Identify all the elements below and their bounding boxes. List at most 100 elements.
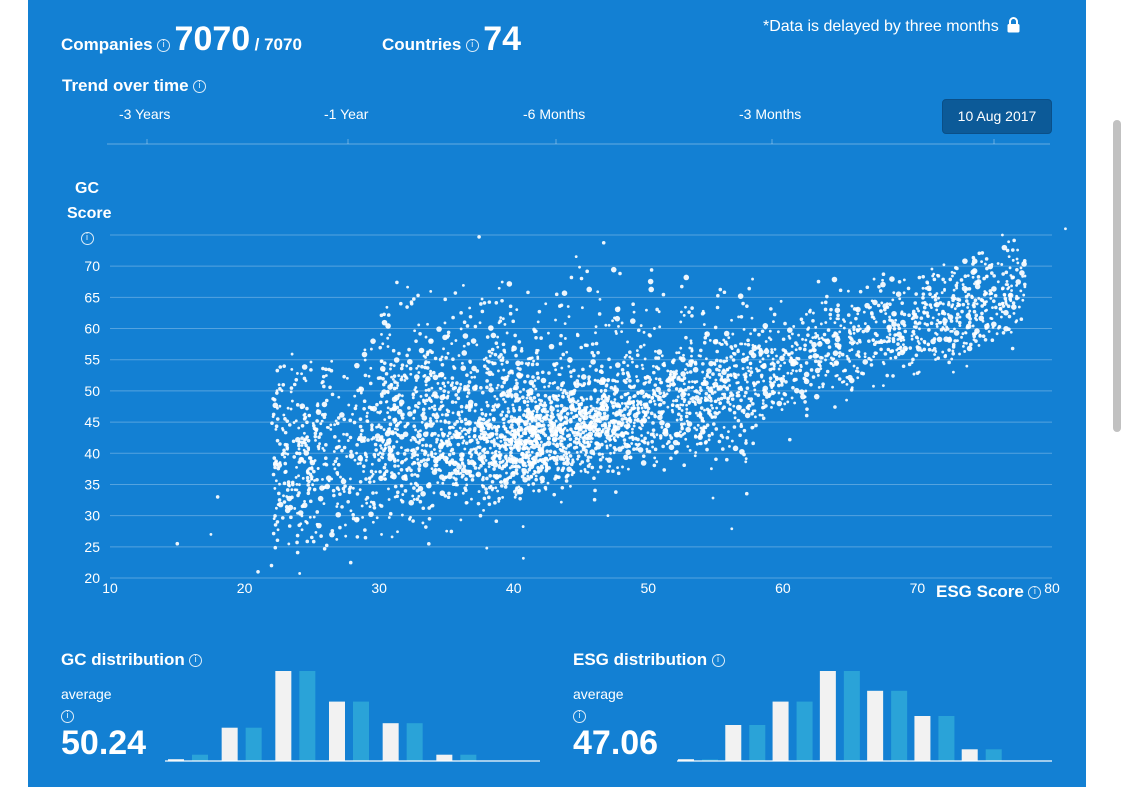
scatter-point bbox=[526, 400, 530, 404]
scatter-point bbox=[579, 396, 583, 400]
scatter-point bbox=[275, 520, 280, 524]
scatter-point bbox=[280, 389, 284, 393]
esg-average-info-icon[interactable]: i bbox=[573, 710, 586, 724]
distribution-bar[interactable] bbox=[891, 690, 908, 761]
distribution-bar[interactable] bbox=[725, 725, 742, 761]
distribution-bar[interactable] bbox=[299, 671, 316, 761]
scatter-point bbox=[536, 433, 540, 437]
distribution-bar[interactable] bbox=[275, 671, 292, 761]
scatter-point bbox=[631, 400, 636, 405]
tab-6-months[interactable]: -6 Months bbox=[523, 106, 586, 122]
scatter-point bbox=[512, 345, 515, 349]
scatter-point bbox=[974, 316, 977, 320]
scatter-point bbox=[873, 331, 878, 336]
scatter-point bbox=[521, 525, 525, 528]
distribution-bar[interactable] bbox=[168, 759, 184, 761]
scatter-point bbox=[739, 398, 743, 403]
scatter-point bbox=[682, 382, 686, 386]
scatter-point bbox=[712, 422, 716, 426]
scatter-point bbox=[587, 431, 594, 438]
scatter-point bbox=[513, 392, 519, 399]
scatter-point bbox=[417, 323, 421, 327]
scatter-point bbox=[546, 410, 550, 414]
scatter-point bbox=[487, 465, 491, 469]
distribution-bar[interactable] bbox=[678, 759, 694, 761]
scatter-point bbox=[680, 284, 684, 289]
distribution-bar[interactable] bbox=[353, 701, 369, 761]
scatter-point bbox=[384, 400, 388, 404]
esg-distribution-info-icon[interactable]: i bbox=[711, 654, 725, 668]
y-axis-info-icon[interactable]: i bbox=[80, 232, 94, 246]
scatter-point bbox=[563, 450, 568, 455]
scatter-point bbox=[623, 454, 629, 461]
distribution-bar[interactable] bbox=[245, 727, 262, 761]
distribution-bar[interactable] bbox=[938, 716, 955, 761]
scatter-point bbox=[292, 455, 297, 459]
scatter-point bbox=[295, 488, 299, 492]
scatter-point bbox=[421, 444, 425, 447]
scatter-point bbox=[548, 449, 553, 454]
scatter-point bbox=[603, 414, 609, 421]
distribution-bar[interactable] bbox=[819, 671, 836, 761]
scatter-point bbox=[689, 363, 693, 368]
scatter-point bbox=[955, 286, 959, 290]
scatter-point bbox=[628, 395, 632, 400]
scatter-point bbox=[467, 451, 472, 455]
scatter-point bbox=[676, 412, 681, 417]
tab-current-date[interactable]: 10 Aug 2017 bbox=[942, 99, 1052, 134]
scatter-point bbox=[779, 355, 785, 362]
scatter-point bbox=[505, 360, 509, 364]
gc-average-info-icon[interactable]: i bbox=[61, 710, 74, 724]
scatter-point bbox=[348, 435, 353, 440]
distribution-bar[interactable] bbox=[192, 754, 208, 761]
trend-info-icon[interactable]: i bbox=[193, 80, 207, 94]
scatter-point bbox=[423, 374, 427, 377]
scatter-point bbox=[409, 301, 414, 306]
scatter-point bbox=[725, 367, 730, 372]
scatter-point bbox=[631, 302, 635, 306]
distribution-bar[interactable] bbox=[796, 701, 813, 761]
scatter-point bbox=[580, 306, 584, 310]
distribution-bar[interactable] bbox=[961, 749, 978, 761]
distribution-bar[interactable] bbox=[221, 727, 238, 761]
scatter-point bbox=[849, 321, 853, 325]
scatter-point bbox=[749, 399, 753, 403]
scatter-point bbox=[423, 422, 430, 428]
scatter-point bbox=[365, 415, 369, 418]
scatter-point bbox=[592, 476, 596, 481]
scatter-point bbox=[495, 397, 499, 401]
scatter-point bbox=[491, 451, 494, 455]
distribution-bar[interactable] bbox=[772, 701, 789, 761]
scatter-point bbox=[666, 369, 670, 373]
tab-3-years[interactable]: -3 Years bbox=[119, 106, 171, 122]
scatter-point bbox=[660, 354, 664, 358]
scatter-point bbox=[488, 325, 494, 331]
scatter-point bbox=[362, 464, 366, 469]
distribution-bar[interactable] bbox=[749, 725, 766, 761]
x-axis-info-icon[interactable]: i bbox=[1028, 586, 1042, 600]
distribution-bar[interactable] bbox=[406, 723, 423, 761]
scatter-point bbox=[933, 297, 938, 302]
distribution-bar[interactable] bbox=[914, 716, 931, 761]
countries-info-icon[interactable]: i bbox=[465, 39, 479, 53]
distribution-bar[interactable] bbox=[843, 671, 860, 761]
companies-info-icon[interactable]: i bbox=[157, 39, 171, 53]
scatter-point bbox=[273, 465, 277, 470]
scatter-point bbox=[615, 332, 618, 335]
scatter-point bbox=[395, 490, 400, 495]
scatter-point bbox=[507, 371, 512, 375]
tab-3-months[interactable]: -3 Months bbox=[739, 106, 802, 122]
scatter-point bbox=[289, 386, 294, 390]
distribution-bar[interactable] bbox=[436, 754, 453, 761]
scatter-point bbox=[680, 397, 684, 400]
distribution-bar[interactable] bbox=[329, 701, 345, 761]
tab-1-year[interactable]: -1 Year bbox=[324, 106, 369, 122]
gc-distribution-info-icon[interactable]: i bbox=[189, 654, 203, 668]
scatter-point bbox=[660, 398, 663, 402]
scrollbar-thumb[interactable] bbox=[1113, 120, 1121, 432]
scatter-point bbox=[951, 274, 954, 278]
distribution-bar[interactable] bbox=[985, 749, 1002, 761]
distribution-bar[interactable] bbox=[460, 754, 477, 761]
distribution-bar[interactable] bbox=[867, 690, 884, 761]
distribution-bar[interactable] bbox=[382, 723, 399, 761]
